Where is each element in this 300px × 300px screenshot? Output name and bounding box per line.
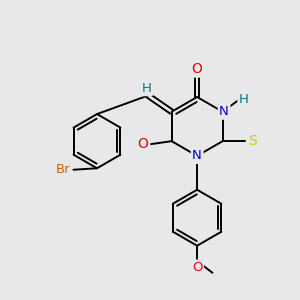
Text: O: O — [137, 137, 148, 151]
Text: N: N — [219, 105, 229, 118]
Text: H: H — [142, 82, 152, 95]
Text: N: N — [192, 149, 202, 162]
Text: O: O — [192, 62, 203, 76]
Text: S: S — [249, 134, 257, 148]
Text: Br: Br — [56, 163, 70, 176]
Text: O: O — [192, 261, 202, 274]
Text: H: H — [239, 93, 249, 106]
